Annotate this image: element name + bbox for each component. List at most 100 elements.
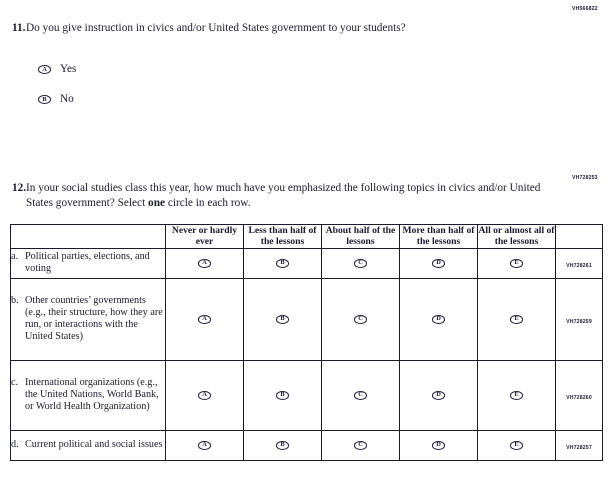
bubble-cell-c-2[interactable]: B <box>243 359 322 431</box>
radio-bubble-d-2-letter: B <box>280 441 285 449</box>
row-label-c: c. International organizations (e.g., the… <box>10 359 166 431</box>
radio-bubble-d-5[interactable]: E <box>510 441 523 450</box>
matrix-corner-cell <box>10 224 166 249</box>
radio-bubble-a-5[interactable]: E <box>510 259 523 268</box>
row-text-d: Current political and social issues <box>25 438 163 450</box>
radio-bubble-a-4[interactable]: D <box>432 259 445 268</box>
table-row: d. Current political and social issues A … <box>10 429 603 461</box>
row-label-a: a. Political parties, elections, and voti… <box>10 247 166 279</box>
radio-bubble-c-2[interactable]: B <box>276 391 289 400</box>
radio-bubble-c-4[interactable]: D <box>432 391 445 400</box>
bubble-cell-b-1[interactable]: A <box>165 277 244 361</box>
row-code-b: VH728259 <box>566 319 592 326</box>
radio-bubble-c-1[interactable]: A <box>198 391 211 400</box>
radio-bubble-a-1[interactable]: A <box>198 259 211 268</box>
radio-bubble-d-5-letter: E <box>514 441 519 449</box>
question-11-number: 11. <box>12 22 26 34</box>
radio-bubble-b-4[interactable]: D <box>432 315 445 324</box>
radio-bubble-no-letter: B <box>42 95 47 103</box>
table-row: a. Political parties, elections, and voti… <box>10 247 603 279</box>
bubble-cell-d-3[interactable]: C <box>321 429 400 461</box>
bubble-cell-a-4[interactable]: D <box>399 247 478 279</box>
radio-bubble-d-3-letter: C <box>358 441 363 449</box>
bubble-cell-a-5[interactable]: E <box>477 247 556 279</box>
matrix-header-row: Never or hardly ever Less than half of t… <box>10 224 603 249</box>
bubble-cell-a-1[interactable]: A <box>165 247 244 279</box>
row-letter-d: d. <box>11 438 19 450</box>
radio-bubble-a-2-letter: B <box>280 259 285 267</box>
radio-bubble-a-5-letter: E <box>514 259 519 267</box>
column-header-never-or-hardly-ever: Never or hardly ever <box>165 224 244 249</box>
radio-bubble-b-5[interactable]: E <box>510 315 523 324</box>
radio-bubble-a-3[interactable]: C <box>354 259 367 268</box>
column-header-about-half: About half of the lessons <box>321 224 400 249</box>
question-12-text-emphasis: one <box>148 196 165 209</box>
radio-bubble-c-3[interactable]: C <box>354 391 367 400</box>
choice-no-label: No <box>60 93 74 105</box>
bubble-cell-d-2[interactable]: B <box>243 429 322 461</box>
radio-bubble-yes[interactable]: A <box>38 65 51 74</box>
radio-bubble-a-4-letter: D <box>436 259 441 267</box>
radio-bubble-b-1-letter: A <box>202 315 207 323</box>
bubble-cell-b-3[interactable]: C <box>321 277 400 361</box>
radio-bubble-a-1-letter: A <box>202 259 207 267</box>
bubble-cell-b-5[interactable]: E <box>477 277 556 361</box>
row-code-cell-d: VH728257 <box>555 429 603 461</box>
bubble-cell-c-3[interactable]: C <box>321 359 400 431</box>
column-header-all-or-almost-all: All or almost all of the lessons <box>477 224 556 249</box>
row-code-cell-a: VH728261 <box>555 247 603 279</box>
bubble-cell-c-4[interactable]: D <box>399 359 478 431</box>
radio-bubble-a-2[interactable]: B <box>276 259 289 268</box>
row-text-b: Other countries’ governments (e.g., thei… <box>25 294 163 343</box>
row-label-b: b. Other countries’ governments (e.g., th… <box>10 277 166 361</box>
choice-no[interactable]: B No <box>38 93 74 106</box>
row-code-d: VH728257 <box>566 445 592 452</box>
row-letter-c: c. <box>11 376 19 388</box>
question-12: 12. In your social studies class this ye… <box>0 181 545 210</box>
question-12-text-part1: In your social studies class this year, … <box>26 182 541 209</box>
table-row: b. Other countries’ governments (e.g., th… <box>10 277 603 361</box>
question-12-text: In your social studies class this year, … <box>26 181 545 210</box>
row-code-c: VH728260 <box>566 395 592 402</box>
question-12-number: 12. <box>12 182 27 194</box>
bubble-cell-d-4[interactable]: D <box>399 429 478 461</box>
bubble-cell-a-3[interactable]: C <box>321 247 400 279</box>
question-11: 11. Do you give instruction in civics an… <box>0 21 500 36</box>
radio-bubble-a-3-letter: C <box>358 259 363 267</box>
row-letter-a: a. <box>11 250 19 262</box>
row-text-c: International organizations (e.g., the U… <box>25 376 159 413</box>
radio-bubble-b-2[interactable]: B <box>276 315 289 324</box>
question-11-text: Do you give instruction in civics and/or… <box>26 22 406 34</box>
radio-bubble-d-4[interactable]: D <box>432 441 445 450</box>
choice-yes-label: Yes <box>60 63 77 75</box>
choice-yes[interactable]: A Yes <box>38 63 76 76</box>
radio-bubble-d-2[interactable]: B <box>276 441 289 450</box>
item-id-code-q11: VH566822 <box>572 6 598 12</box>
bubble-cell-c-1[interactable]: A <box>165 359 244 431</box>
emphasis-matrix-table: Never or hardly ever Less than half of t… <box>10 224 603 461</box>
radio-bubble-c-1-letter: A <box>202 391 207 399</box>
matrix-code-column-header <box>555 224 603 249</box>
question-12-text-part2: circle in each row. <box>165 196 251 209</box>
row-label-d: d. Current political and social issues <box>10 429 166 461</box>
radio-bubble-d-4-letter: D <box>436 441 441 449</box>
radio-bubble-d-1[interactable]: A <box>198 441 211 450</box>
bubble-cell-d-5[interactable]: E <box>477 429 556 461</box>
bubble-cell-c-5[interactable]: E <box>477 359 556 431</box>
radio-bubble-b-5-letter: E <box>514 315 519 323</box>
radio-bubble-c-5-letter: E <box>514 391 519 399</box>
column-header-less-than-half: Less than half of the lessons <box>243 224 322 249</box>
radio-bubble-b-3[interactable]: C <box>354 315 367 324</box>
radio-bubble-no[interactable]: B <box>38 95 51 104</box>
bubble-cell-a-2[interactable]: B <box>243 247 322 279</box>
radio-bubble-c-3-letter: C <box>358 391 363 399</box>
radio-bubble-c-5[interactable]: E <box>510 391 523 400</box>
row-code-cell-b: VH728259 <box>555 277 603 361</box>
radio-bubble-b-1[interactable]: A <box>198 315 211 324</box>
table-row: c. International organizations (e.g., the… <box>10 359 603 431</box>
bubble-cell-d-1[interactable]: A <box>165 429 244 461</box>
bubble-cell-b-4[interactable]: D <box>399 277 478 361</box>
radio-bubble-d-3[interactable]: C <box>354 441 367 450</box>
bubble-cell-b-2[interactable]: B <box>243 277 322 361</box>
